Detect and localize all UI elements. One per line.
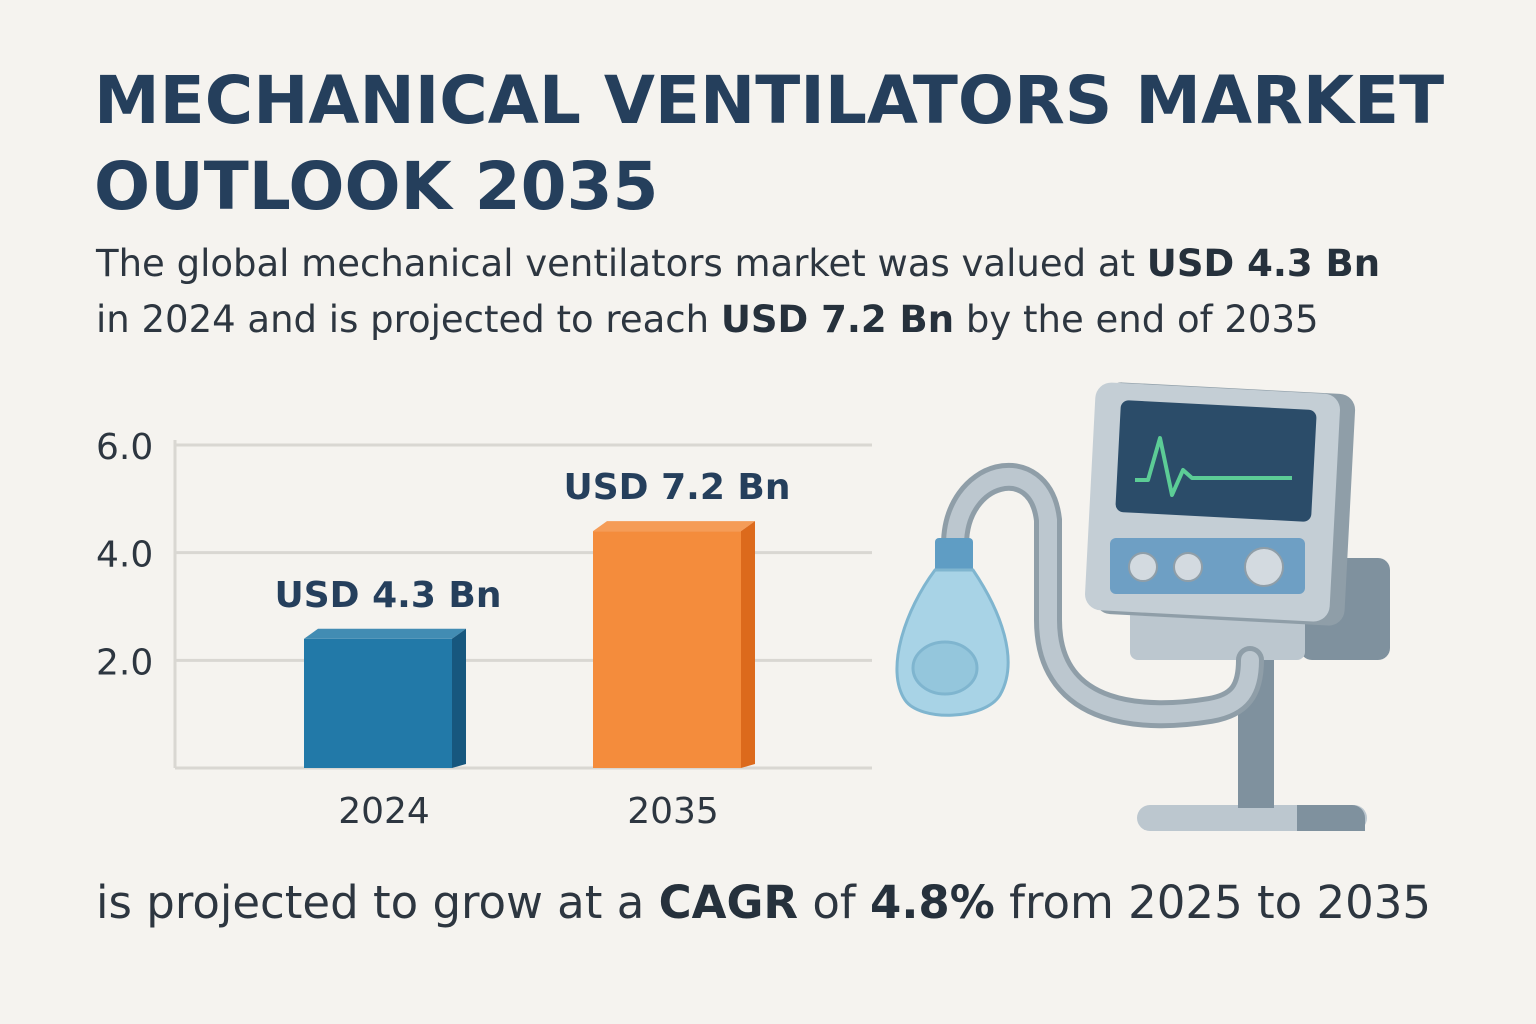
x-tick-label: 2035 bbox=[627, 791, 719, 832]
title-line-1: MECHANICAL VENTILATORS MARKET bbox=[94, 62, 1445, 139]
y-tick-label: 4.0 bbox=[96, 535, 153, 576]
data-label: USD 7.2 Bn bbox=[564, 467, 791, 508]
value-2024: USD 4.3 Bn bbox=[1146, 242, 1381, 285]
page-title: MECHANICAL VENTILATORS MARKET OUTLOOK 20… bbox=[94, 58, 1444, 230]
subtitle: The global mechanical ventilators market… bbox=[96, 236, 1380, 348]
value-2035: USD 7.2 Bn bbox=[720, 298, 955, 341]
cagr-label: CAGR bbox=[658, 876, 799, 929]
bar-2035 bbox=[593, 531, 741, 768]
x-tick-label: 2024 bbox=[338, 791, 430, 832]
subtitle-text: The global mechanical ventilators market… bbox=[96, 242, 1147, 285]
bar-top bbox=[304, 628, 466, 639]
subtitle-text: by the end of 2035 bbox=[954, 298, 1319, 341]
data-label: USD 4.3 Bn bbox=[275, 575, 502, 616]
footer-text: of bbox=[798, 876, 871, 929]
subtitle-text: in 2024 and is projected to reach bbox=[96, 298, 721, 341]
cagr-statement: is projected to grow at a CAGR of 4.8% f… bbox=[96, 876, 1431, 929]
footer-text: is projected to grow at a bbox=[96, 876, 659, 929]
cagr-value: 4.8% bbox=[870, 876, 995, 929]
bar-top bbox=[593, 521, 755, 532]
bar-side bbox=[741, 521, 755, 768]
y-tick-label: 6.0 bbox=[96, 427, 153, 468]
y-tick-label: 2.0 bbox=[96, 642, 153, 683]
bar-2024 bbox=[304, 638, 452, 768]
title-line-2: OUTLOOK 2035 bbox=[94, 148, 659, 225]
footer-text: from 2025 to 2035 bbox=[994, 876, 1432, 929]
bar-side bbox=[452, 628, 466, 768]
